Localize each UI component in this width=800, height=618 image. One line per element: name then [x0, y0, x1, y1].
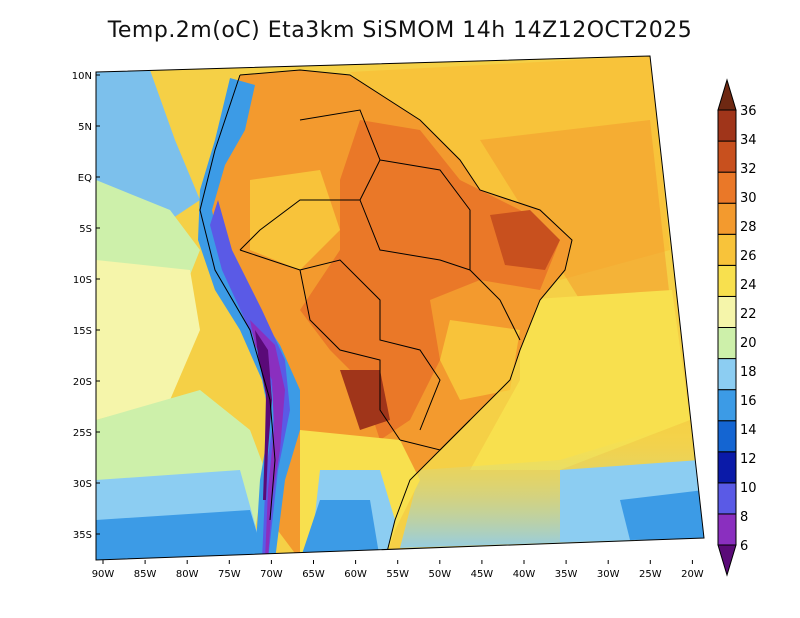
colorbar-label: 6: [740, 539, 748, 554]
colorbar-label: 20: [740, 336, 757, 351]
colorbar-swatch: [717, 327, 737, 360]
lon-tick-label: 40W: [513, 569, 536, 580]
lon-tick-label: 70W: [260, 569, 283, 580]
colorbar: 6 8 10 12 14 16 18 20 22 24 26 28 30 32 34 36: [717, 78, 757, 577]
colorbar-swatch: [717, 513, 737, 546]
colorbar-swatch: [717, 389, 737, 422]
map-title: Temp.2m(oC) Eta3km SiSMOM 14h 14Z12OCT20…: [107, 18, 693, 43]
colorbar-label: 22: [740, 307, 757, 322]
colorbar-swatch: [717, 264, 737, 297]
lon-tick-label: 80W: [176, 569, 199, 580]
colorbar-swatch: [717, 451, 737, 484]
colorbar-label: 36: [740, 104, 757, 119]
colorbar-swatch: [717, 295, 737, 328]
lat-tick-label: 25S: [73, 428, 92, 439]
lon-tick-label: 30W: [597, 569, 620, 580]
lat-tick-label: 5N: [78, 122, 92, 133]
colorbar-label: 28: [740, 220, 757, 235]
lat-tick-label: 10S: [73, 275, 92, 286]
colorbar-swatch: [717, 202, 737, 235]
latitude-ticks: 10N 5N EQ 5S 10S 15S 20S 25S 30S 35S: [72, 71, 100, 541]
colorbar-label: 12: [740, 452, 757, 467]
lon-tick-label: 20W: [681, 569, 704, 580]
colorbar-label: 30: [740, 191, 757, 206]
colorbar-swatch: [717, 482, 737, 515]
colorbar-label: 26: [740, 249, 757, 264]
lon-tick-label: 90W: [92, 569, 115, 580]
lat-tick-label: 20S: [73, 377, 92, 388]
colorbar-label: 8: [740, 510, 748, 525]
map-field: [96, 56, 704, 560]
colorbar-arrow-low: [717, 544, 737, 577]
lon-tick-label: 75W: [218, 569, 241, 580]
lat-tick-label: 5S: [79, 224, 92, 235]
colorbar-swatch: [717, 358, 737, 391]
colorbar-arrow-high: [717, 78, 737, 111]
colorbar-label: 34: [740, 133, 757, 148]
colorbar-swatch: [717, 171, 737, 204]
lat-tick-label: EQ: [78, 173, 92, 184]
colorbar-swatch: [717, 233, 737, 266]
colorbar-label: 18: [740, 365, 757, 380]
lon-tick-label: 55W: [386, 569, 409, 580]
colorbar-label: 16: [740, 394, 757, 409]
lon-tick-label: 50W: [428, 569, 451, 580]
colorbar-swatch: [717, 109, 737, 142]
lon-tick-label: 85W: [134, 569, 157, 580]
lat-tick-label: 10N: [72, 71, 92, 82]
map-frame: [95, 55, 705, 561]
lon-tick-label: 25W: [639, 569, 662, 580]
lon-tick-label: 65W: [302, 569, 325, 580]
colorbar-label: 32: [740, 162, 757, 177]
lon-tick-label: 45W: [471, 569, 494, 580]
colorbar-label: 14: [740, 423, 757, 438]
colorbar-label: 10: [740, 481, 757, 496]
lat-tick-label: 15S: [73, 326, 92, 337]
lon-tick-label: 35W: [555, 569, 578, 580]
longitude-ticks: 90W 85W 80W 75W 70W 65W 60W 55W 50W 45W 40W 35W 30W 2…: [92, 560, 704, 580]
lon-tick-label: 60W: [344, 569, 367, 580]
colorbar-swatch: [717, 140, 737, 173]
lat-tick-label: 35S: [73, 530, 92, 541]
lat-tick-label: 30S: [73, 479, 92, 490]
colorbar-label: 24: [740, 278, 757, 293]
colorbar-swatch: [717, 420, 737, 453]
